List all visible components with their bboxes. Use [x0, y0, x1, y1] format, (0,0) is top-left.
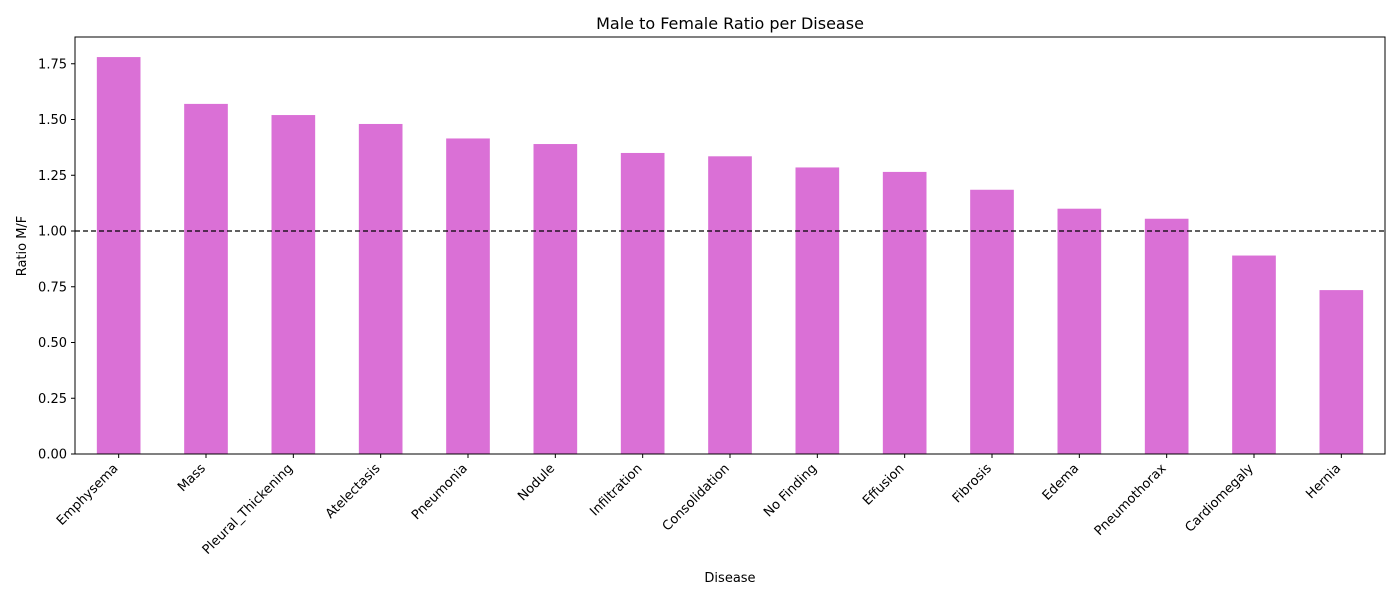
x-tick-label: Pleural_Thickening: [200, 461, 296, 557]
x-tick-label: Effusion: [860, 461, 907, 508]
bar: [620, 152, 665, 454]
x-tick-label: Fibrosis: [950, 461, 995, 506]
bars: [96, 57, 1364, 455]
bar: [970, 189, 1014, 454]
bar: [882, 171, 927, 455]
bar: [184, 103, 228, 454]
bar: [1319, 290, 1364, 454]
bar: [271, 115, 316, 454]
y-tick-label: 0.50: [38, 336, 67, 351]
x-tick-label: Pneumonia: [409, 461, 471, 523]
chart-title: Male to Female Ratio per Disease: [596, 14, 864, 33]
y-tick-label: 1.25: [38, 169, 67, 184]
y-tick-label: 1.00: [38, 225, 67, 240]
x-tick-label: Edema: [1040, 461, 1082, 503]
y-tick-label: 0.00: [38, 448, 67, 463]
y-axis: 0.00 0.25 0.50 0.75 1.00 1.25 1.50 1.75: [38, 57, 75, 463]
y-tick-label: 1.75: [38, 57, 67, 72]
y-tick-label: 0.25: [38, 392, 67, 407]
bar: [1144, 218, 1189, 454]
x-tick-label: Consolidation: [660, 461, 733, 534]
y-tick-label: 1.50: [38, 113, 67, 128]
y-axis-label: Ratio M/F: [15, 216, 30, 277]
x-tick-label: Emphysema: [54, 461, 122, 529]
x-tick-label: Mass: [175, 461, 209, 495]
bar: [96, 57, 141, 454]
x-tick-label: Pneumothorax: [1092, 461, 1170, 539]
bar: [533, 144, 578, 455]
bar: [358, 123, 403, 455]
x-tick-label: Cardiomegaly: [1182, 461, 1257, 536]
bar: [1232, 255, 1276, 454]
bar: [1057, 208, 1102, 454]
bar: [708, 156, 752, 455]
x-tick-label: Atelectasis: [323, 461, 384, 522]
x-axis-label: Disease: [704, 571, 755, 586]
x-tick-label: Infiltration: [587, 461, 645, 519]
plot-frame: [74, 36, 1386, 455]
x-tick-label: No Finding: [761, 461, 820, 520]
bar: [795, 167, 840, 454]
x-tick-label: Hernia: [1303, 461, 1344, 502]
x-tick-label: Nodule: [515, 461, 558, 504]
bar: [446, 138, 490, 454]
y-tick-label: 0.75: [38, 280, 67, 295]
